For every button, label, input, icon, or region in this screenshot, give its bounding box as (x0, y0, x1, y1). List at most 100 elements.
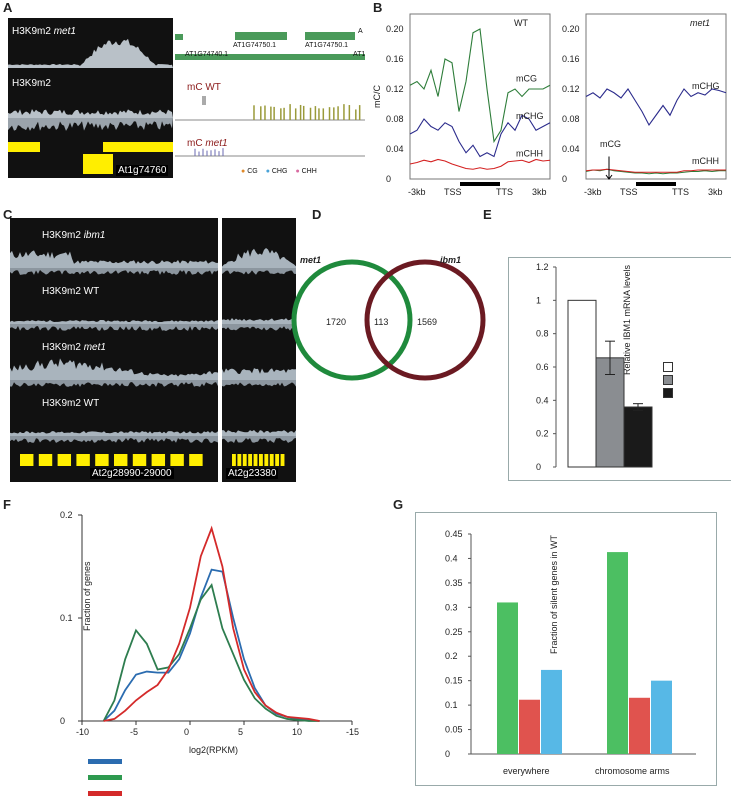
legend-met1-i (663, 373, 676, 386)
signal-track-neg-4 (10, 436, 218, 443)
g-ytick: 0.1 (445, 700, 458, 710)
track1-signal (8, 38, 173, 68)
panel-a-tracks (8, 38, 173, 174)
legend-chg: ● CHG (265, 168, 288, 175)
f-line-series-3 (103, 525, 320, 722)
panel-b-series-label: mCHG (516, 111, 544, 121)
panel-a-gene-tag: At1g74760 (116, 165, 169, 176)
panel-d-venn: met1 ibm1 1720 113 1569 (291, 255, 486, 381)
panel-b-title: met1 (690, 18, 710, 28)
f-xtick: 5 (238, 727, 243, 737)
panel-b-frame (409, 13, 551, 180)
panel-b-series-label: mCHH (692, 156, 719, 166)
panel-b-line-mCG (409, 28, 551, 144)
e-ytick: 1.2 (536, 262, 549, 272)
f-xtick: 10 (292, 727, 302, 737)
panel-e-frame (508, 257, 731, 481)
gene-exon (232, 454, 236, 466)
e-ytick: 1 (536, 295, 541, 305)
panel-a-track-browser: H3K9m2 met1 H3K9m2 At1g74760 (8, 18, 173, 178)
panel-b-ytick: 0.16 (386, 54, 404, 64)
browser-gene-bar-4 (175, 54, 365, 60)
panel-b-line-mCHG (585, 88, 727, 127)
panel-f-line-chart: 0.2 0.1 0 -10 -5 0 5 10 -15 log2(RPKM) Fraction of… (60, 510, 359, 755)
panel-a-track1-label: H3K9m2 met1 (12, 26, 76, 37)
gene-exon (114, 454, 128, 466)
venn-count-ibm1: 1569 (417, 317, 437, 327)
legend-hyper-met1 (88, 769, 132, 785)
f-ytick: 0 (60, 716, 65, 726)
signal-track-neg-3 (10, 380, 218, 387)
g-ylabel: Fraction of silent genes in WT (549, 534, 559, 654)
gene-exon (38, 454, 53, 466)
legend-cg: ● CG (241, 168, 258, 175)
panel-letter-d: D (312, 207, 322, 222)
panel-b-series-label: mCG (600, 139, 621, 149)
panel-b-xtick: TSS (620, 187, 638, 197)
panel-letter-a: A (3, 0, 13, 15)
gene-exon (237, 454, 242, 466)
g-ytick: 0.35 (445, 578, 463, 588)
f-xtick: -10 (76, 727, 89, 737)
panel-c-right-signal (222, 248, 296, 466)
browser-gene-bar-1 (235, 32, 287, 40)
gene-exon (275, 454, 280, 466)
g-bar (541, 669, 562, 754)
panel-b-ytick: 0.20 (562, 24, 580, 34)
venn-circle-met1 (291, 259, 413, 381)
signal-track-1 (10, 250, 218, 268)
panel-b-ylabel: mC/C (372, 85, 382, 108)
gene-exon (253, 454, 258, 466)
e-bar-met1-II (623, 406, 653, 468)
e-ylabel: Relative IBM1 mRNA levels (622, 264, 632, 375)
panel-b-series-label: mCG (516, 73, 537, 83)
panel-b-ytick: 0.20 (386, 24, 404, 34)
gene-model-1 (8, 142, 40, 152)
e-ytick: 0.2 (536, 429, 549, 439)
gene-body-bar (460, 182, 500, 186)
panel-b-xtick: 3kb (708, 187, 723, 197)
gene-model-3 (83, 154, 113, 174)
g-ytick: 0.4 (445, 553, 458, 563)
panel-b-ytick: 0.12 (386, 84, 404, 94)
panel-b-ytick: 0.08 (562, 114, 580, 124)
f-xlabel: log2(RPKM) (189, 745, 238, 755)
panel-letter-f: F (3, 497, 11, 512)
f-xtick: -5 (130, 727, 138, 737)
e-bar-WT (567, 299, 597, 468)
panel-b-xtick: 3kb (532, 187, 547, 197)
browser-gene-1: AT1G74750.1 (233, 42, 277, 49)
gene-exon (57, 454, 72, 466)
g-ytick: 0.3 (445, 602, 458, 612)
g-bar (497, 602, 518, 754)
g-ytick: 0.45 (445, 529, 463, 539)
signal-track-neg-1 (222, 268, 296, 275)
legend-all-genes (88, 753, 132, 769)
panel-b-xtick: -3kb (584, 187, 602, 197)
venn-count-overlap: 113 (374, 317, 388, 327)
g-bar (629, 697, 650, 754)
panel-e-legend (663, 360, 676, 399)
panel-b-frame (585, 13, 727, 180)
panel-b-ytick: 0.16 (562, 54, 580, 64)
mc-met1-label: mC met1 (187, 138, 228, 149)
g-xtick: chromosome arms (595, 766, 670, 776)
panel-b-xtick: -3kb (408, 187, 426, 197)
track2-signal (8, 109, 173, 118)
signal-track-neg-4 (222, 436, 296, 443)
gene-exon (20, 454, 34, 466)
track2-negative-signal (8, 118, 173, 131)
gene-exon (170, 454, 184, 466)
panel-a-track2-label: H3K9m2 (12, 78, 51, 89)
signal-track-neg-2 (222, 324, 296, 331)
panel-letter-b: B (373, 0, 383, 15)
gene-exon (248, 454, 253, 466)
panel-c-track3-label: H3K9m2 met1 (42, 342, 106, 353)
panel-b-title: WT (514, 18, 528, 28)
panel-c-left-signal (10, 250, 218, 466)
panel-a-methylation-browser: AT1G74750.1 AT1G74740.1 AT1G74750.1 A AT… (175, 18, 365, 178)
panel-b-line-mCHH (409, 158, 551, 170)
mc-context-legend: ● CG ● CHG ● CHH (241, 168, 317, 175)
gene-exon (259, 454, 263, 466)
gene-exon (280, 454, 285, 466)
